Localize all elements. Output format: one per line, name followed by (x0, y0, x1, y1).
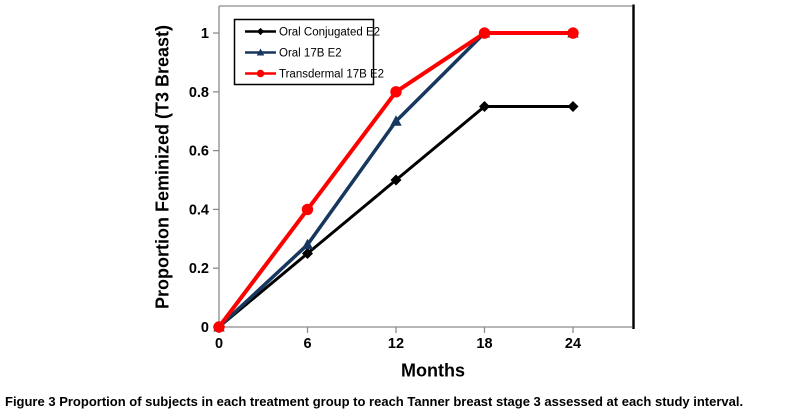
series-oral-conjugated-e2-diamond-marker (302, 248, 313, 260)
series-transdermal-17b-e2-circle-marker (567, 27, 579, 39)
series-transdermal-17b-e2-circle-marker (301, 203, 314, 216)
x-tick-label: 6 (303, 336, 311, 352)
series-line-oral-conjugated-e2 (217, 105, 575, 329)
figure-caption-label: Figure 3 (5, 394, 56, 409)
x-tick-label: 12 (388, 336, 404, 352)
series-oral-conjugated-e2-diamond-marker (567, 101, 579, 113)
x-tick-label: 18 (476, 336, 492, 352)
y-tick-label: 0.4 (189, 202, 209, 218)
y-tick-label: 0.6 (189, 144, 209, 160)
legend-label-oral-conjugated-e2: Oral Conjugated E2 (279, 27, 380, 39)
x-tick-label: 24 (565, 336, 581, 352)
figure-caption-text: Proportion of subjects in each treatment… (59, 394, 744, 409)
series-oral-17b-e2-triangle-marker (390, 115, 402, 126)
y-tick-label: 0.8 (189, 85, 209, 101)
series-transdermal-17b-e2-circle-marker (478, 27, 491, 39)
y-tick-label: 0.2 (189, 261, 209, 277)
y-tick-label: 0 (201, 320, 209, 336)
series-transdermal-17b-e2-circle-marker (390, 86, 402, 98)
series-oral-conjugated-e2-diamond-marker (479, 101, 490, 113)
x-tick-label: 0 (215, 336, 223, 352)
series-transdermal-17b-e2-circle-marker (213, 321, 225, 333)
legend-label-oral-17b-e2: Oral 17B E2 (279, 48, 342, 60)
legend-oral-17b-e2-triangle-marker (256, 48, 265, 56)
legend-label-transdermal-17b-e2: Transdermal 17B E2 (279, 69, 384, 81)
legend-transdermal-17b-e2-circle-marker (256, 69, 265, 78)
legend-oral-conjugated-e2-diamond-marker (256, 27, 265, 36)
y-axis-title: Proportion Feminized (T3 Breast) (152, 24, 173, 310)
figure-caption: Figure 3 Proportion of subjects in each … (5, 394, 793, 410)
series-oral-17b-e2-triangle-marker (301, 238, 314, 250)
series-oral-conjugated-e2-diamond-marker (390, 174, 402, 186)
x-axis-title: Months (401, 360, 465, 381)
y-tick-label: 1 (201, 26, 209, 42)
